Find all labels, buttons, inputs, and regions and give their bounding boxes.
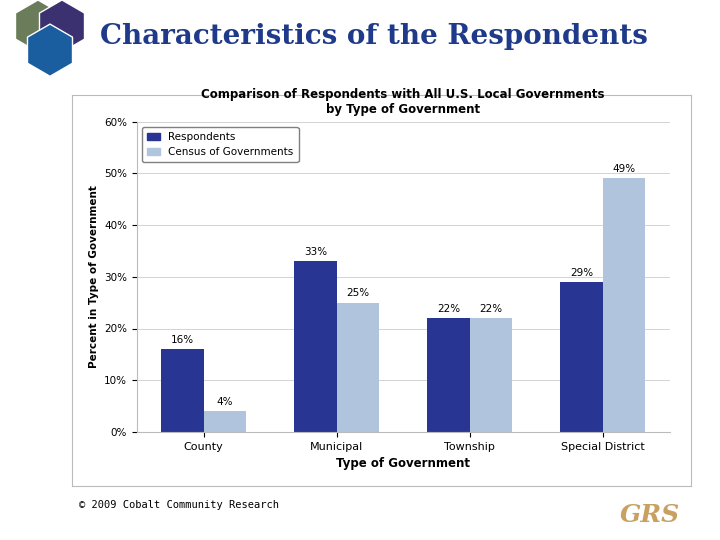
Text: 25%: 25%: [346, 288, 369, 299]
Bar: [161, 349, 204, 432]
Text: 22%: 22%: [437, 304, 460, 314]
Bar: [337, 302, 379, 432]
Polygon shape: [27, 24, 73, 76]
Y-axis label: Percent in Type of Government: Percent in Type of Government: [89, 185, 99, 368]
Bar: [204, 411, 246, 432]
Polygon shape: [40, 0, 84, 52]
Bar: [427, 318, 469, 432]
Bar: [469, 318, 513, 432]
X-axis label: Type of Government: Type of Government: [336, 457, 470, 470]
Bar: [560, 282, 603, 432]
Text: Characteristics of the Respondents: Characteristics of the Respondents: [100, 23, 648, 50]
Text: 49%: 49%: [613, 164, 636, 174]
Bar: [294, 261, 337, 432]
Text: GRS: GRS: [620, 503, 680, 526]
Text: 33%: 33%: [304, 247, 327, 257]
Title: Comparison of Respondents with All U.S. Local Governments
by Type of Government: Comparison of Respondents with All U.S. …: [202, 88, 605, 116]
Bar: [603, 178, 645, 432]
Text: 22%: 22%: [480, 304, 503, 314]
Text: 4%: 4%: [217, 397, 233, 407]
Text: © 2009 Cobalt Community Research: © 2009 Cobalt Community Research: [79, 500, 279, 510]
Polygon shape: [16, 0, 60, 52]
Text: 16%: 16%: [171, 335, 194, 345]
Text: 29%: 29%: [570, 268, 593, 278]
Legend: Respondents, Census of Governments: Respondents, Census of Governments: [142, 127, 299, 163]
